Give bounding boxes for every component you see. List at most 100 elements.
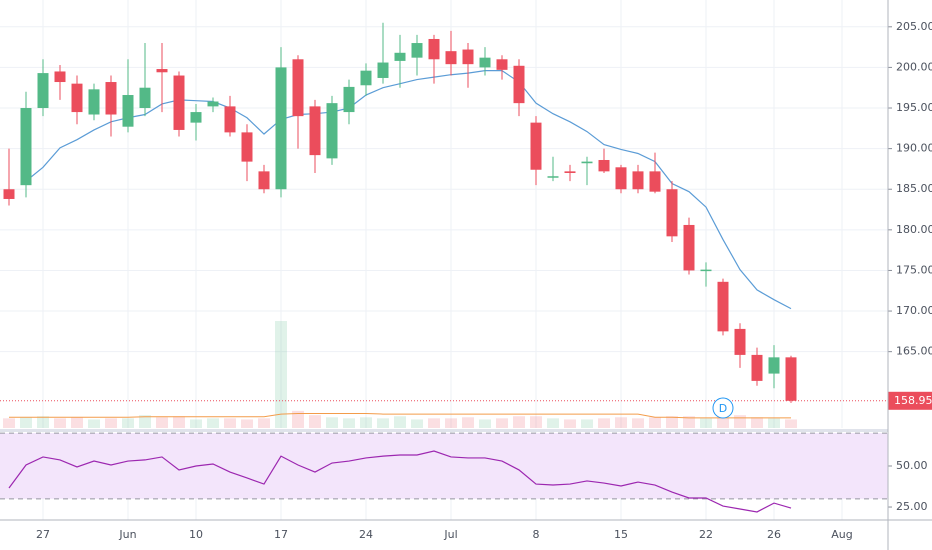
candle-body — [445, 51, 457, 65]
last-price-label: 158.95 — [894, 394, 932, 407]
x-tick-label: 10 — [189, 528, 203, 541]
volume-bar — [428, 418, 440, 428]
y-tick-label: 25.00 — [896, 500, 928, 513]
volume-bar — [615, 417, 627, 428]
volume-bar — [360, 417, 372, 428]
candle-body — [530, 122, 542, 170]
candle-body — [377, 62, 389, 78]
volume-bar — [479, 419, 491, 428]
candle-body — [3, 189, 15, 199]
candle-body — [717, 281, 729, 332]
candle-body — [462, 49, 474, 65]
y-tick-label: 165.00 — [896, 345, 932, 358]
candle-body — [360, 70, 372, 86]
candle-body — [224, 106, 236, 133]
volume-bar — [173, 416, 185, 428]
rsi-line — [8, 450, 792, 513]
volume-bar — [122, 418, 134, 428]
volume-bar — [649, 417, 661, 428]
candle-body — [71, 83, 83, 113]
volume-bar — [445, 418, 457, 428]
x-tick-label: Aug — [831, 528, 852, 541]
volume-bar — [547, 418, 559, 428]
event-marker — [712, 397, 734, 419]
y-tick-label: 170.00 — [896, 304, 932, 317]
volume-bar — [241, 419, 253, 428]
candle-body — [156, 69, 168, 73]
candle-body — [649, 171, 661, 192]
x-tick-label: 17 — [274, 528, 288, 541]
y-tick-label: 190.00 — [896, 142, 932, 155]
volume-bar — [751, 417, 763, 428]
x-tick-label: 15 — [614, 528, 628, 541]
candle-body — [496, 59, 508, 70]
volume-bar — [207, 418, 219, 428]
candle-body — [598, 159, 610, 172]
volume-bar — [581, 419, 593, 428]
volume-bar — [785, 419, 797, 428]
candle-body — [88, 89, 100, 115]
volume-bar — [88, 419, 100, 428]
volume-bar — [37, 416, 49, 428]
candle-body — [309, 106, 321, 156]
volume-bar — [564, 419, 576, 428]
rsi-band — [0, 433, 888, 499]
volume-bar — [377, 418, 389, 428]
y-tick-label: 180.00 — [896, 223, 932, 236]
candle-body — [666, 189, 678, 237]
candle-body — [20, 108, 32, 186]
volume-bar — [3, 418, 15, 428]
candle-body — [564, 171, 576, 173]
volume-bar — [683, 416, 695, 428]
volume-bar — [411, 419, 423, 428]
volume-bar — [394, 416, 406, 428]
volume-bar — [513, 416, 525, 428]
x-tick-label: 22 — [699, 528, 713, 541]
y-tick-label: 200.00 — [896, 60, 932, 73]
volume-bar — [326, 417, 338, 428]
candle-body — [411, 43, 423, 58]
candle-body — [768, 357, 780, 374]
volume-bar — [156, 417, 168, 428]
candle-body — [394, 52, 406, 61]
pane-separator — [0, 429, 888, 432]
y-tick-label: 175.00 — [896, 263, 932, 276]
candle-body — [37, 73, 49, 109]
volume-bar — [700, 418, 712, 428]
volume-bar — [139, 415, 151, 428]
volume-bar — [258, 418, 270, 428]
candle-body — [139, 87, 151, 109]
x-tick-label: 27 — [36, 528, 50, 541]
candle-body — [547, 176, 559, 178]
x-tick-label: 26 — [767, 528, 781, 541]
candle-body — [632, 171, 644, 190]
volume-bar — [54, 418, 66, 428]
candle-body — [275, 67, 287, 190]
volume-bar — [105, 418, 117, 428]
candle-body — [785, 357, 797, 401]
candle-body — [326, 103, 338, 159]
volume-bar — [462, 417, 474, 428]
volume-bar — [343, 418, 355, 428]
volume-bar — [598, 418, 610, 428]
last-price-box — [888, 391, 932, 410]
x-tick-label: 24 — [359, 528, 373, 541]
candle-body — [241, 132, 253, 162]
candle-body — [615, 167, 627, 190]
volume-bar — [734, 415, 746, 428]
candle-body — [343, 86, 355, 113]
candle-body — [105, 82, 117, 115]
x-tick-label: Jun — [118, 528, 136, 541]
y-tick-label: 195.00 — [896, 101, 932, 114]
volume-bar — [190, 419, 202, 428]
candle-body — [292, 59, 304, 117]
y-tick-label: 185.00 — [896, 182, 932, 195]
candle-body — [54, 71, 66, 83]
candle-body — [700, 269, 712, 272]
candle-body — [173, 75, 185, 130]
volume-bar — [20, 417, 32, 428]
candle-body — [751, 354, 763, 381]
volume-bar — [275, 321, 287, 428]
x-tick-label: Jul — [443, 528, 457, 541]
